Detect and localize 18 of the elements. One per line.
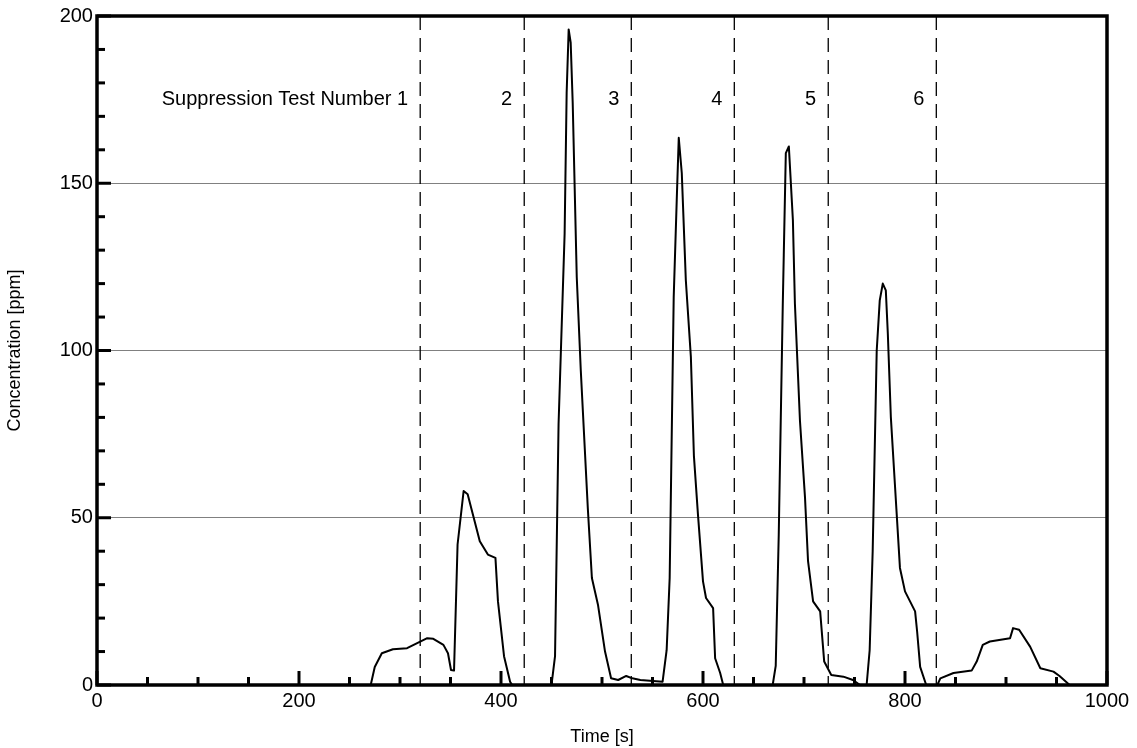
x-tick-label: 200 <box>282 688 316 711</box>
annotation: 4 <box>711 86 723 109</box>
x-tick-label: 800 <box>888 688 922 711</box>
annotation: 6 <box>913 86 925 109</box>
annotation: Suppression Test Number 1 <box>161 86 409 109</box>
y-tick-label: 50 <box>70 505 93 528</box>
x-axis-title: Time [s] <box>570 726 634 747</box>
x-tick-label: 400 <box>484 688 518 711</box>
y-axis-title: Concentration [ppm] <box>3 269 24 432</box>
annotation: 3 <box>608 86 620 109</box>
y-tick-label: 0 <box>81 672 93 695</box>
annotation: 5 <box>805 86 817 109</box>
y-tick-label: 100 <box>59 338 93 361</box>
annotation: 2 <box>501 86 513 109</box>
x-tick-label: 600 <box>686 688 720 711</box>
y-tick-label: 200 <box>59 3 93 26</box>
x-tick-label: 1000 <box>1084 688 1130 711</box>
y-tick-label: 150 <box>59 170 93 193</box>
